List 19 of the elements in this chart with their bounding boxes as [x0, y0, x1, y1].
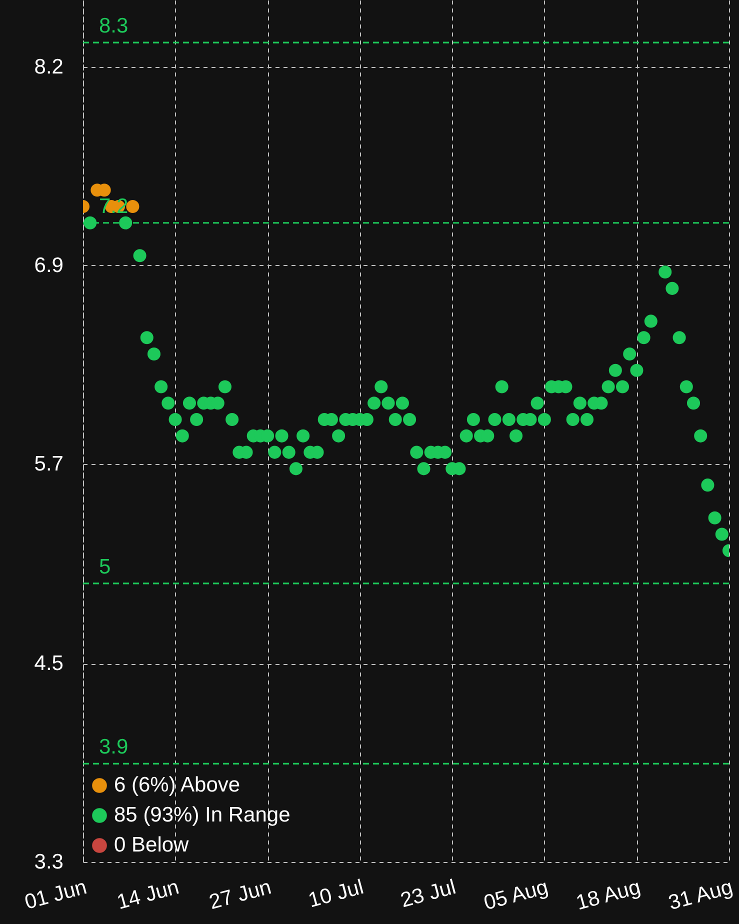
x-tick-label: 27 Jun — [206, 876, 274, 914]
x-tick-label: 10 Jul — [306, 876, 366, 912]
ref-line-label: 5 — [99, 555, 111, 578]
ref-line-label: 3.9 — [99, 736, 128, 759]
ref-line-label: 8.3 — [99, 14, 128, 38]
x-tick-label: 31 Aug — [666, 876, 736, 915]
x-tick-label: 01 Jun — [22, 876, 90, 914]
legend-label: 85 (93%) In Range — [114, 804, 290, 826]
y-tick-label: 6.9 — [34, 254, 64, 277]
legend-label: 6 (6%) Above — [114, 774, 240, 796]
x-tick-label: 05 Aug — [481, 876, 551, 915]
x-tick-label: 18 Aug — [574, 876, 643, 915]
y-tick-label: 5.7 — [34, 452, 64, 476]
y-tick-label: 8.2 — [34, 56, 64, 79]
y-tick-label: 3.3 — [34, 850, 64, 874]
x-tick-label: 14 Jun — [114, 876, 182, 914]
x-tick-label: 23 Jul — [398, 876, 458, 912]
y-tick-label: 4.5 — [34, 652, 64, 676]
legend-label: 0 Below — [114, 834, 190, 856]
